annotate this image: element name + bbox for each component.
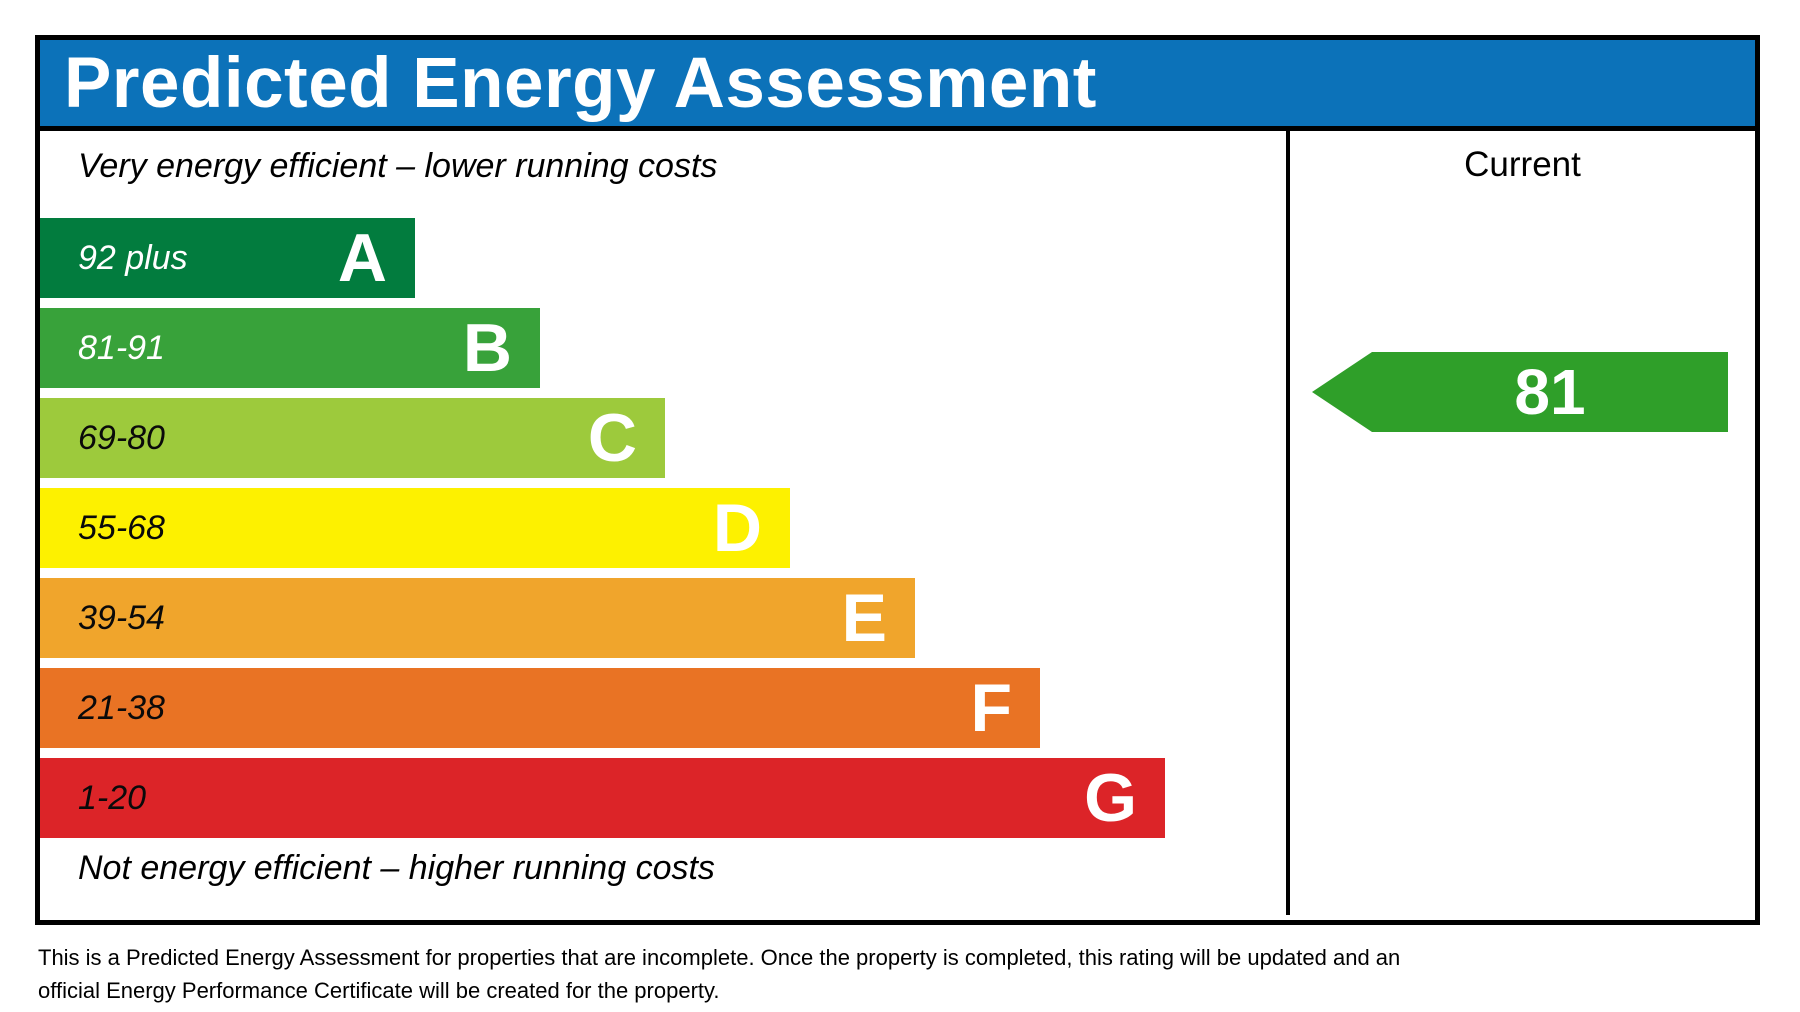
band-range-label: 69-80 — [78, 418, 165, 457]
bands-list: 92 plus A 81-91 B 69-80 C 55-68 D — [40, 218, 1165, 848]
band-range-label: 55-68 — [78, 508, 165, 547]
band-range-label: 1-20 — [78, 778, 147, 817]
band-letter: B — [462, 310, 512, 386]
current-rating-value: 81 — [1514, 356, 1586, 428]
current-column-header: Current — [1464, 145, 1581, 184]
band-row-d: 55-68 D — [40, 488, 790, 568]
chart-header: Predicted Energy Assessment — [40, 40, 1755, 131]
band-row-e: 39-54 E — [40, 578, 915, 658]
footer-note: This is a Predicted Energy Assessment fo… — [38, 941, 1400, 1007]
band-range-label: 81-91 — [78, 328, 165, 367]
band-row-b: 81-91 B — [40, 308, 540, 388]
band-letter: C — [587, 400, 637, 476]
top-caption: Very energy efficient – lower running co… — [78, 147, 718, 185]
band-row-c: 69-80 C — [40, 398, 665, 478]
epc-chart-box: Predicted Energy Assessment Very energy … — [35, 35, 1760, 925]
band-row-a: 92 plus A — [40, 218, 415, 298]
footer-note-line-2: official Energy Performance Certificate … — [38, 978, 720, 1003]
band-letter: G — [1084, 760, 1137, 836]
band-letter: D — [712, 490, 762, 566]
band-letter: A — [337, 220, 387, 296]
bottom-caption: Not energy efficient – higher running co… — [78, 849, 715, 887]
band-range-label: 39-54 — [78, 598, 165, 637]
band-row-f: 21-38 F — [40, 668, 1040, 748]
chart-body: Very energy efficient – lower running co… — [40, 131, 1755, 915]
current-rating-arrow: 81 — [1312, 352, 1728, 432]
bands-panel: Very energy efficient – lower running co… — [40, 131, 1286, 915]
band-letter: F — [970, 670, 1012, 746]
current-panel: Current 81 — [1286, 131, 1755, 915]
band-range-label: 21-38 — [78, 688, 165, 727]
band-letter: E — [841, 580, 887, 656]
band-range-label: 92 plus — [78, 238, 188, 277]
footer-note-line-1: This is a Predicted Energy Assessment fo… — [38, 945, 1401, 970]
chart-title: Predicted Energy Assessment — [64, 43, 1097, 123]
band-row-g: 1-20 G — [40, 758, 1165, 838]
